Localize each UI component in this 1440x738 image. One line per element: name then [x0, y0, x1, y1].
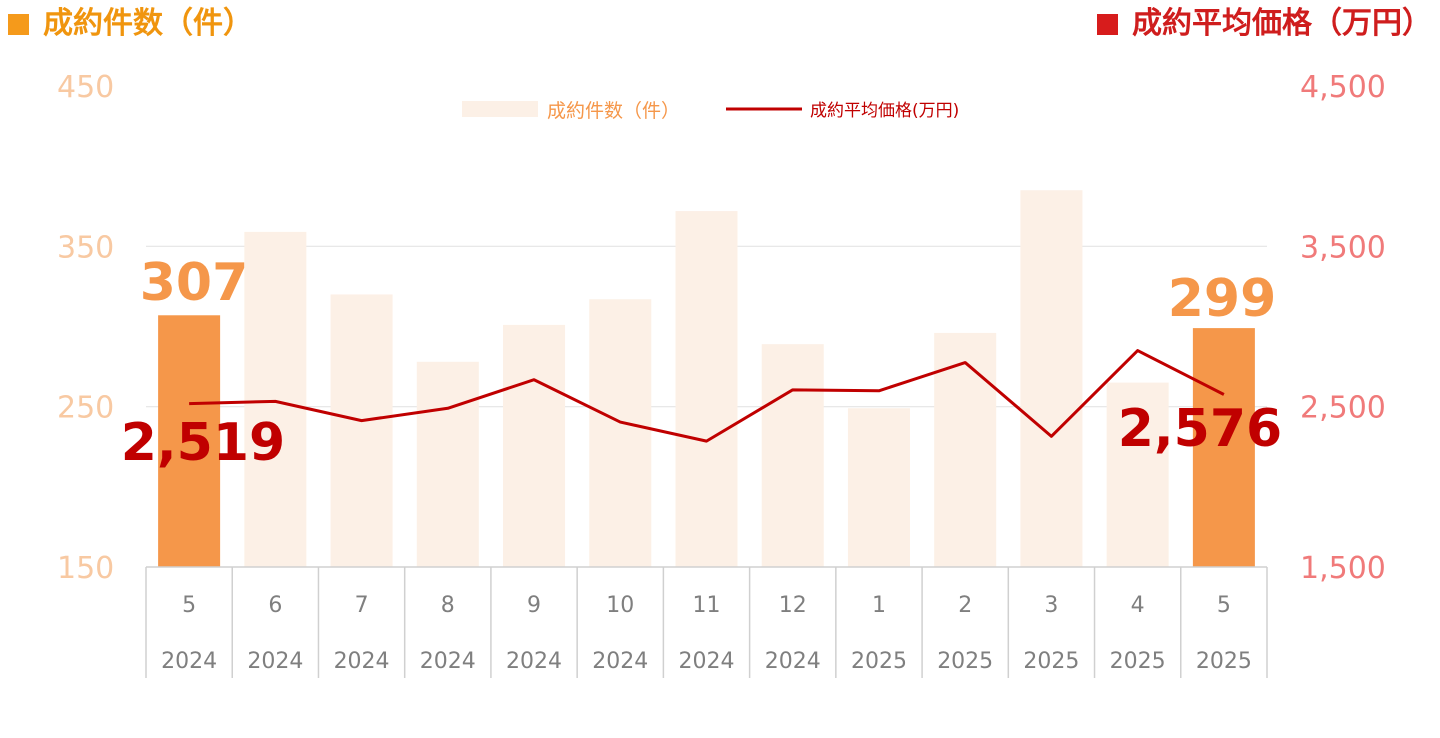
- month-label: 1: [872, 593, 886, 618]
- year-label: 2025: [1196, 649, 1252, 674]
- price-line: [189, 349, 1225, 443]
- left-tick-label: 150: [57, 551, 114, 586]
- left-tick-label: 450: [57, 70, 114, 105]
- right-axis-header: 成約平均価格（万円）: [1097, 4, 1432, 44]
- month-label: 5: [182, 593, 196, 618]
- year-label: 2025: [1110, 649, 1166, 674]
- month-label: 11: [693, 593, 721, 618]
- right-tick-label: 1,500: [1300, 551, 1386, 586]
- year-label: 2025: [937, 649, 993, 674]
- legend-bar-swatch: [462, 101, 538, 117]
- price-line-path: [189, 349, 1225, 443]
- category-axis: 5202462024720248202492024102024112024122…: [145, 566, 1268, 678]
- month-label: 10: [606, 593, 634, 618]
- bar: [1106, 382, 1169, 567]
- right-tick-label: 4,500: [1300, 70, 1386, 105]
- bar: [330, 294, 393, 567]
- bar: [847, 408, 910, 567]
- annotations: 307 2,519 299 2,576: [121, 253, 1282, 473]
- year-label: 2024: [420, 649, 476, 674]
- first-count-label: 307: [140, 253, 249, 313]
- right-axis: 1,500 2,500 3,500 4,500: [1300, 70, 1386, 586]
- bar: [1192, 328, 1255, 567]
- month-label: 9: [527, 593, 541, 618]
- month-label: 6: [268, 593, 282, 618]
- right-header-text: 成約平均価格（万円）: [1132, 6, 1432, 41]
- month-label: 4: [1131, 593, 1145, 618]
- legend-bar-label: 成約件数（件）: [547, 100, 680, 122]
- bar: [675, 211, 738, 567]
- year-label: 2024: [592, 649, 648, 674]
- year-label: 2025: [1023, 649, 1079, 674]
- left-header-square-icon: [8, 13, 29, 35]
- left-header-text: 成約件数（件）: [43, 6, 253, 41]
- month-label: 3: [1044, 593, 1058, 618]
- legend-line-label: 成約平均価格(万円): [810, 101, 959, 121]
- month-label: 5: [1217, 593, 1231, 618]
- left-tick-label: 350: [57, 230, 114, 265]
- left-tick-label: 250: [57, 391, 114, 426]
- bar: [503, 324, 566, 567]
- year-label: 2025: [851, 649, 907, 674]
- last-price-label: 2,576: [1118, 399, 1282, 459]
- bars: [158, 190, 1255, 568]
- year-label: 2024: [679, 649, 735, 674]
- bar: [761, 344, 824, 567]
- bar: [244, 231, 307, 568]
- left-axis: 150 250 350 450: [57, 70, 114, 586]
- month-label: 7: [355, 593, 369, 618]
- right-tick-label: 3,500: [1300, 230, 1386, 265]
- bar: [416, 361, 479, 567]
- bar: [1020, 190, 1083, 567]
- legend: 成約件数（件） 成約平均価格(万円): [462, 100, 959, 122]
- bar: [158, 315, 221, 567]
- year-label: 2024: [161, 649, 217, 674]
- month-label: 12: [779, 593, 807, 618]
- month-label: 8: [441, 593, 455, 618]
- bar: [934, 332, 997, 567]
- first-price-label: 2,519: [121, 413, 285, 473]
- month-label: 2: [958, 593, 972, 618]
- year-label: 2024: [765, 649, 821, 674]
- right-tick-label: 2,500: [1300, 391, 1386, 426]
- bar: [589, 299, 652, 567]
- right-header-square-icon: [1097, 13, 1118, 35]
- last-count-label: 299: [1168, 269, 1277, 329]
- year-label: 2024: [247, 649, 303, 674]
- year-label: 2024: [506, 649, 562, 674]
- year-label: 2024: [334, 649, 390, 674]
- left-axis-header: 成約件数（件）: [8, 4, 253, 44]
